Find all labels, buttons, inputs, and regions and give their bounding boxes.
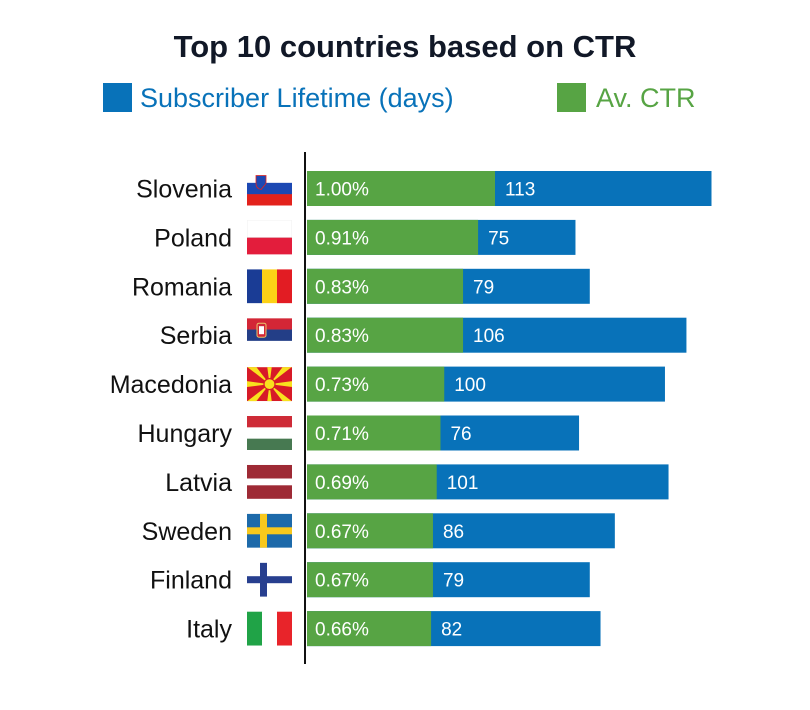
ctr-bar [307, 219, 479, 255]
flag-hungary-icon [247, 416, 292, 450]
country-label: Macedonia [110, 371, 232, 399]
lifetime-value-label: 106 [473, 326, 505, 347]
country-label: Latvia [165, 469, 232, 497]
lifetime-value-label: 75 [488, 228, 509, 249]
flag-poland-icon [247, 220, 292, 255]
flag-italy-icon [247, 611, 292, 646]
lifetime-value-label: 101 [447, 473, 479, 494]
flag-macedonia-icon [247, 367, 292, 402]
country-label: Sweden [142, 518, 232, 546]
ctr-bar [307, 611, 432, 647]
lifetime-value-label: 76 [450, 424, 471, 445]
chart-row: Poland 0.91% 75 [154, 219, 576, 255]
ctr-bar [307, 268, 464, 304]
chart-row: Macedonia 0.73% 100 [110, 366, 665, 402]
legend-label-subscriber-lifetime: Subscriber Lifetime (days) [140, 83, 454, 113]
country-label: Italy [186, 616, 232, 644]
country-label: Serbia [160, 322, 232, 350]
ctr-value-label: 0.69% [315, 473, 369, 494]
ctr-value-label: 0.83% [315, 277, 369, 298]
ctr-bar [307, 562, 433, 598]
chart-title: Top 10 countries based on CTR [174, 29, 637, 64]
flag-slovenia-icon [247, 171, 292, 206]
ctr-value-label: 0.71% [315, 424, 369, 445]
flag-finland-icon [247, 562, 292, 597]
ctr-bar [307, 317, 464, 353]
flag-sweden-icon [247, 513, 292, 548]
flag-romania-icon [247, 269, 292, 304]
chart-row: Sweden 0.67% 86 [142, 513, 615, 549]
chart-row: Finland 0.67% 79 [150, 562, 590, 598]
ctr-value-label: 1.00% [315, 180, 369, 201]
lifetime-value-label: 79 [473, 277, 494, 298]
ctr-value-label: 0.66% [315, 620, 369, 641]
legend: Subscriber Lifetime (days) Av. CTR [103, 83, 696, 113]
legend-swatch-subscriber-lifetime [103, 83, 132, 112]
ctr-value-label: 0.83% [315, 326, 369, 347]
chart-row: Latvia 0.69% 101 [165, 464, 669, 500]
chart-row: Serbia 0.83% 106 [160, 317, 687, 353]
legend-swatch-av-ctr [557, 83, 586, 112]
ctr-value-label: 0.67% [315, 571, 369, 592]
country-label: Romania [132, 273, 232, 301]
country-label: Hungary [138, 420, 233, 448]
ctr-bar [307, 171, 495, 206]
ctr-bar [307, 366, 445, 402]
chart-row: Slovenia 1.00% 113 [136, 171, 712, 206]
legend-label-av-ctr: Av. CTR [596, 83, 696, 113]
chart-row: Romania 0.83% 79 [132, 268, 590, 304]
country-label: Finland [150, 567, 232, 595]
ctr-value-label: 0.67% [315, 522, 369, 543]
chart-row: Italy 0.66% 82 [186, 611, 601, 647]
country-label: Slovenia [136, 176, 232, 204]
lifetime-value-label: 79 [443, 571, 464, 592]
ctr-bar [307, 513, 433, 549]
bar-rows: Slovenia 1.00% 113 Poland 0.91% 75 Romania 0.83… [110, 171, 712, 647]
lifetime-value-label: 100 [454, 375, 486, 396]
flag-serbia-icon [247, 318, 292, 353]
lifetime-value-label: 82 [441, 620, 462, 641]
ctr-bar [307, 415, 441, 451]
lifetime-value-label: 113 [505, 180, 535, 201]
lifetime-value-label: 86 [443, 522, 464, 543]
ctr-bar [307, 464, 437, 500]
ctr-value-label: 0.91% [315, 228, 369, 249]
country-label: Poland [154, 224, 232, 252]
chart-row: Hungary 0.71% 76 [138, 415, 580, 451]
flag-latvia-icon [247, 464, 292, 499]
ctr-value-label: 0.73% [315, 375, 369, 396]
